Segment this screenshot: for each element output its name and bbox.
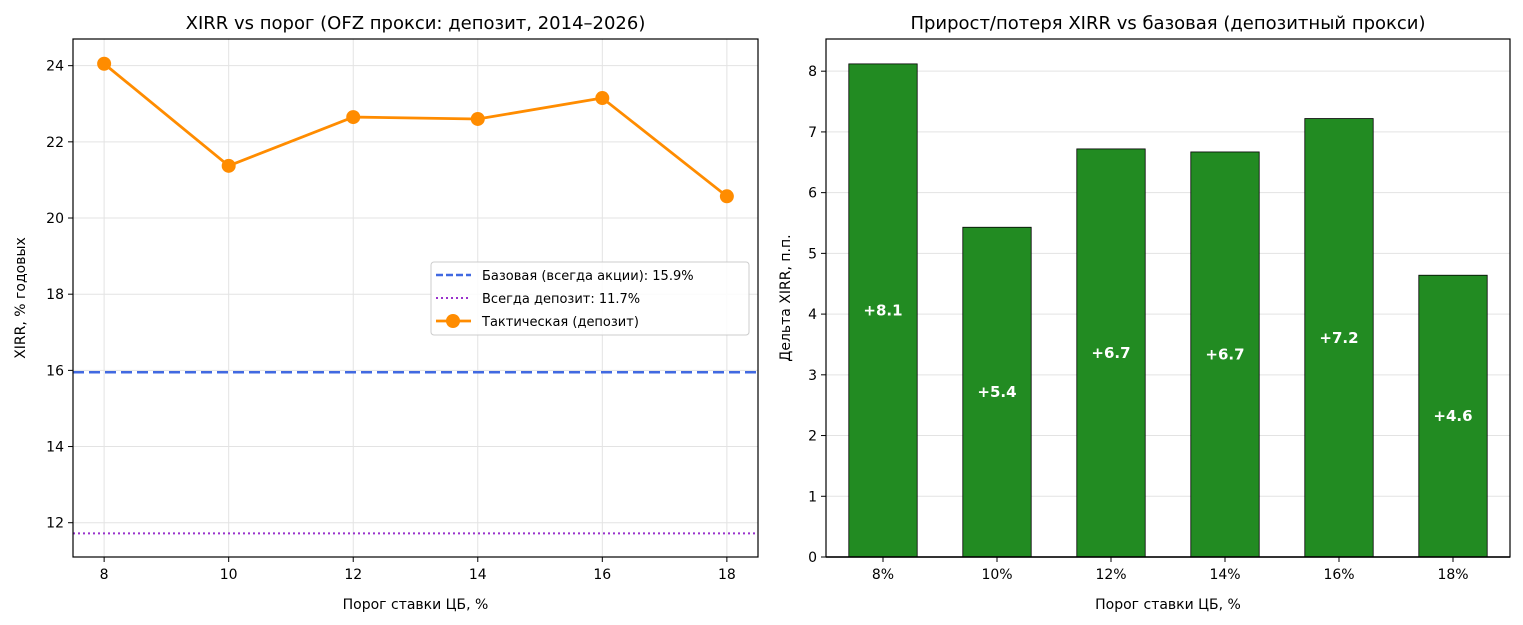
left-chart: 8 10 12 14 16 18 12 14 16 18 20 22 24 XIRR vs порог … [13, 13, 759, 613]
tactical-data-point [221, 158, 236, 173]
left-y-tick-label: 20 [46, 211, 64, 227]
right-x-tick-label: 10% [981, 567, 1012, 583]
right-y-tick-label: 8 [808, 64, 817, 80]
right-chart: +8.1 +5.4 +6.7 +6.7 +7.2 +4.6 0 1 2 3 4 5 6 7 8 8% 10% 1… [778, 13, 1511, 613]
left-plot-frame [72, 38, 759, 558]
left-y-tick-label: 16 [46, 363, 64, 379]
right-y-tick-label: 1 [808, 489, 817, 505]
left-x-axis-label: Порог ставки ЦБ, % [343, 597, 489, 613]
right-plot-frame [825, 38, 1511, 558]
right-bars: +8.1 +5.4 +6.7 +6.7 +7.2 +4.6 [826, 63, 1510, 558]
right-x-tick-label: 8% [872, 567, 894, 583]
left-ticks: 8 10 12 14 16 18 12 14 16 18 20 22 24 [46, 59, 736, 583]
legend-box [430, 261, 750, 336]
left-legend: Базовая (всегда акции): 15.9% Всегда деп… [430, 261, 750, 336]
left-chart-title: XIRR vs порог (OFZ прокси: депозит, 2014… [186, 13, 646, 34]
right-x-tick-label: 16% [1323, 567, 1354, 583]
bar-value-label: +8.1 [863, 301, 902, 319]
right-y-tick-label: 6 [808, 186, 817, 202]
left-x-tick-label: 8 [100, 567, 109, 583]
left-y-tick-label: 22 [46, 135, 64, 151]
legend-label-tactical: Тактическая (депозит) [481, 315, 639, 330]
tactical-data-point [97, 56, 112, 71]
right-chart-title: Прирост/потеря XIRR vs базовая (депозитн… [910, 13, 1425, 34]
tactical-data-point [595, 91, 610, 106]
left-x-tick-label: 14 [469, 567, 487, 583]
right-y-tick-label: 7 [808, 125, 817, 141]
tactical-data-point [719, 189, 734, 204]
left-reference-lines [73, 371, 758, 535]
left-x-tick-label: 10 [220, 567, 238, 583]
bar-value-label: +6.7 [1091, 344, 1130, 362]
tactical-series-line [103, 62, 728, 198]
right-x-tick-label: 12% [1095, 567, 1126, 583]
bar [962, 226, 1032, 558]
legend-marker-tactical [446, 314, 460, 328]
bar-value-label: +5.4 [977, 383, 1016, 401]
right-x-tick-label: 18% [1437, 567, 1468, 583]
right-y-tick-label: 0 [808, 550, 817, 566]
bar-value-label: +6.7 [1205, 345, 1244, 363]
left-y-tick-label: 18 [46, 287, 64, 303]
right-x-axis-label: Порог ставки ЦБ, % [1095, 597, 1241, 613]
bar-value-label: +4.6 [1433, 407, 1472, 425]
left-series [97, 56, 734, 204]
right-ticks: 0 1 2 3 4 5 6 7 8 8% 10% 12% 14% 16% 18% [808, 64, 1468, 583]
left-x-tick-label: 12 [344, 567, 362, 583]
right-gridlines [826, 70, 1510, 558]
bar [1418, 274, 1488, 558]
left-y-tick-label: 12 [46, 516, 64, 532]
bar-value-label: +7.2 [1319, 329, 1358, 347]
tactical-data-point [470, 111, 485, 126]
bar [1076, 148, 1146, 558]
right-y-tick-label: 2 [808, 429, 817, 445]
left-y-tick-label: 14 [46, 440, 64, 456]
bar [1190, 151, 1260, 558]
legend-label-deposit: Всегда депозит: 11.7% [482, 292, 640, 307]
right-y-tick-label: 4 [808, 307, 817, 323]
right-y-axis-label: Дельта XIRR, п.п. [778, 234, 794, 361]
left-y-axis-label: XIRR, % годовых [13, 237, 29, 359]
left-y-tick-label: 24 [46, 59, 64, 75]
legend-label-base: Базовая (всегда акции): 15.9% [482, 269, 694, 284]
bar [848, 63, 918, 558]
right-y-tick-label: 3 [808, 368, 817, 384]
right-y-tick-label: 5 [808, 246, 817, 262]
left-x-tick-label: 16 [593, 567, 611, 583]
bar [1304, 118, 1374, 558]
left-x-tick-label: 18 [718, 567, 736, 583]
tactical-data-point [346, 110, 361, 125]
right-x-tick-label: 14% [1209, 567, 1240, 583]
